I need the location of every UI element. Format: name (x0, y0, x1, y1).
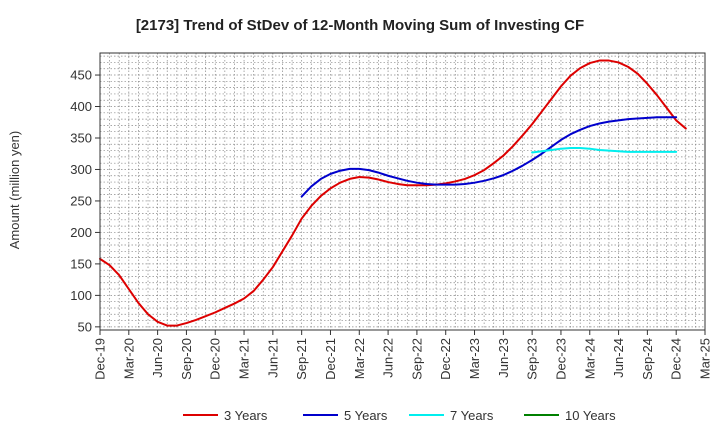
y-axis-label: Amount (million yen) (7, 131, 22, 250)
x-tick-label: Dec-23 (553, 338, 568, 380)
y-tick-label: 400 (70, 99, 92, 114)
y-tick-label: 200 (70, 225, 92, 240)
series-line-2 (300, 116, 678, 198)
x-tick-label: Jun-23 (496, 338, 511, 378)
x-axis-ticks: Dec-19 Mar-20 Jun-20 Sep-20 Dec-20 Mar-21 Jun-… (93, 330, 713, 380)
series-lines (99, 59, 687, 327)
x-tick-label: Dec-24 (669, 338, 684, 380)
x-tick-label: Dec-22 (438, 338, 453, 380)
x-tick-label: Jun-22 (381, 338, 396, 378)
x-tick-label: Mar-21 (237, 338, 252, 379)
legend: 3 Years 5 Years 7 Years 10 Years (183, 408, 616, 423)
x-tick-label: Sep-20 (179, 338, 194, 380)
x-tick-label: Jun-21 (265, 338, 280, 378)
x-tick-label: Dec-21 (323, 338, 338, 380)
legend-label-4: 10 Years (565, 408, 616, 423)
x-tick-label: Sep-21 (294, 338, 309, 380)
x-tick-label: Sep-24 (640, 338, 655, 380)
x-tick-label: Sep-22 (409, 338, 424, 380)
x-tick-label: Mar-24 (582, 338, 597, 379)
series-line-3 (531, 147, 678, 154)
y-tick-label: 100 (70, 288, 92, 303)
y-tick-label: 250 (70, 193, 92, 208)
y-tick-label: 450 (70, 68, 92, 83)
y-axis-ticks: 50 100 150 200 250 300 350 400 450 (70, 68, 100, 334)
plot-frame (99, 52, 706, 331)
y-tick-label: 300 (70, 162, 92, 177)
y-tick-label: 150 (70, 256, 92, 271)
x-tick-label: Dec-19 (93, 338, 108, 380)
chart-title: [2173] Trend of StDev of 12-Month Moving… (136, 17, 584, 34)
x-tick-label: Sep-23 (525, 338, 540, 380)
x-tick-label: Dec-20 (208, 338, 223, 380)
y-tick-label: 350 (70, 130, 92, 145)
x-tick-label: Mar-25 (698, 338, 713, 379)
legend-label-3: 7 Years (450, 408, 494, 423)
x-tick-label: Mar-23 (467, 338, 482, 379)
grid (100, 53, 705, 330)
x-tick-label: Mar-20 (121, 338, 136, 379)
legend-label-2: 5 Years (344, 408, 388, 423)
y-tick-label: 50 (78, 319, 92, 334)
x-tick-label: Mar-22 (352, 338, 367, 379)
x-tick-label: Jun-24 (611, 338, 626, 378)
series-line-1 (99, 59, 687, 327)
x-tick-label: Jun-20 (150, 338, 165, 378)
legend-label-1: 3 Years (224, 408, 268, 423)
